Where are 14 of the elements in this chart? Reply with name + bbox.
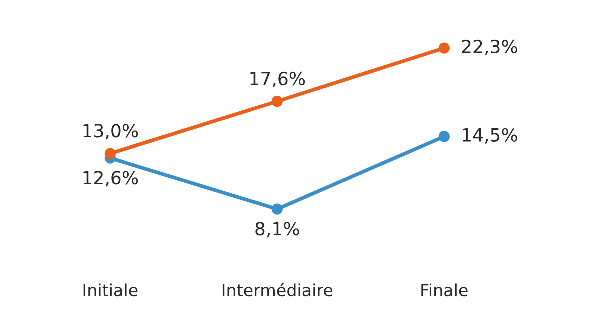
point (104, 148, 116, 160)
x-tick-label: Finale (422, 284, 468, 297)
data-label: 22,3% (462, 40, 518, 56)
x-tick-label: Initiale (84, 284, 138, 297)
data-label: 12,6% (84, 171, 138, 187)
point (438, 131, 450, 142)
data-label: 13,0% (84, 124, 138, 140)
point (272, 96, 283, 108)
data-label: 8,1% (256, 222, 300, 238)
point (272, 204, 283, 215)
x-tick-label: Intermédiaire (222, 283, 333, 297)
data-label: 17,6% (250, 72, 306, 88)
point (438, 42, 450, 54)
data-label: 14,5% (463, 128, 518, 144)
